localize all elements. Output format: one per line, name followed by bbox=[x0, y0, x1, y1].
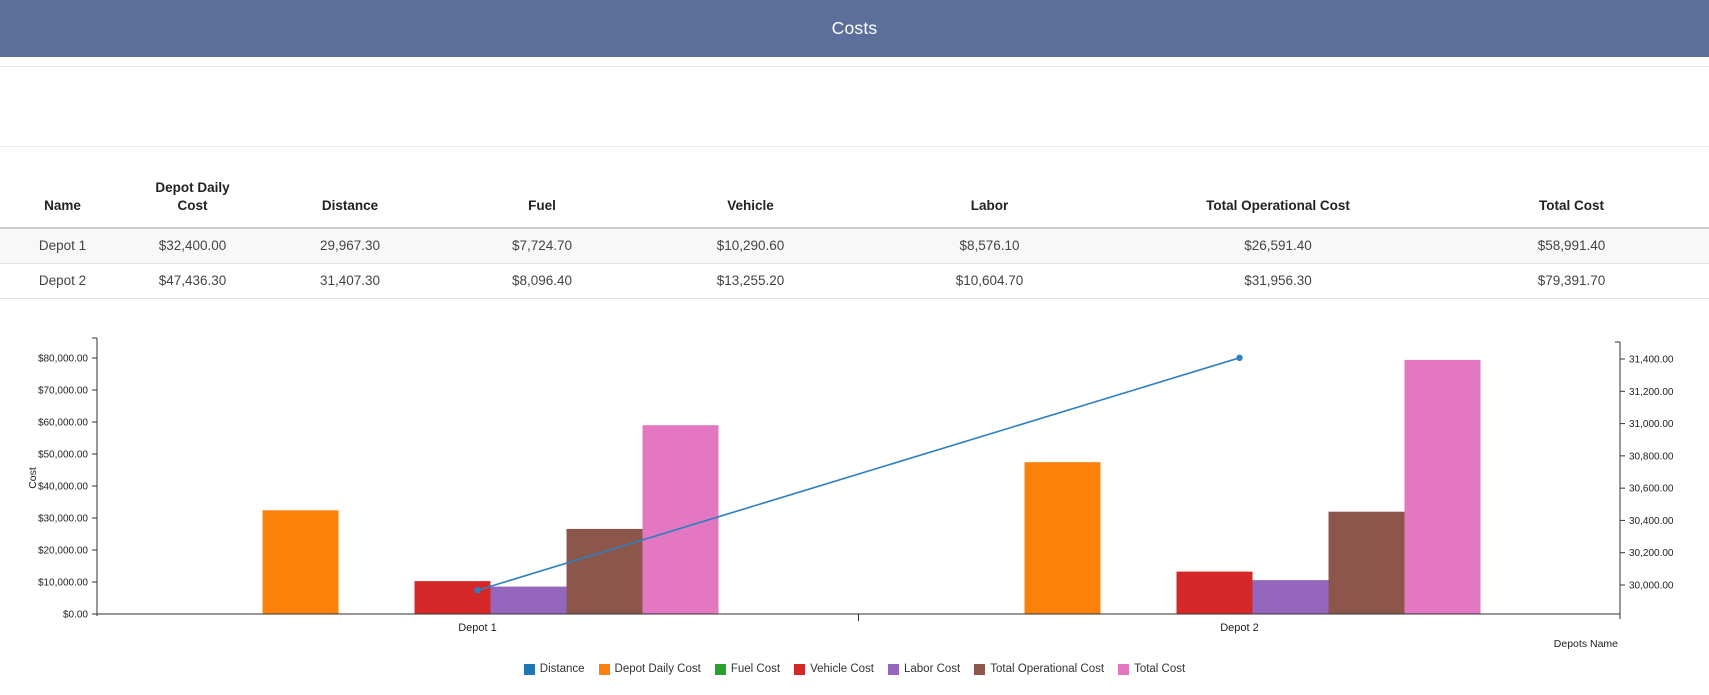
chart-canvas: $0.00 $10,000.00 $20,000.00 $30,000.00 $40,0… bbox=[27, 337, 1674, 650]
divider bbox=[0, 66, 1709, 67]
y-axis-title: Cost bbox=[27, 467, 39, 489]
bar-labor-cost-depot-1 bbox=[490, 586, 567, 614]
legend-item-depot-daily-cost: Depot Daily Cost bbox=[598, 663, 701, 675]
cell-total-operational-cost: $26,591.40 bbox=[1122, 228, 1434, 264]
col-header-total-cost: Total Cost bbox=[1434, 147, 1709, 229]
cell-depot-daily-cost: $32,400.00 bbox=[125, 228, 260, 264]
right-axis-tick-label: 31,400.00 bbox=[1629, 355, 1674, 366]
app-header: Costs bbox=[0, 0, 1709, 57]
bar-total-operational-cost-depot-2 bbox=[1328, 511, 1405, 614]
col-header-fuel: Fuel bbox=[440, 147, 644, 229]
legend-swatch-depot-daily-cost bbox=[598, 663, 610, 675]
col-header-labor: Labor bbox=[857, 147, 1122, 229]
costs-chart: $0.00 $10,000.00 $20,000.00 $30,000.00 $40,0… bbox=[0, 300, 1709, 656]
axes bbox=[92, 337, 1625, 621]
left-axis-tick-label: $80,000.00 bbox=[38, 354, 88, 365]
table-row-depot-2: Depot 2 $47,436.30 31,407.30 $8,096.40 $13,2… bbox=[0, 263, 1709, 299]
cell-labor: $8,576.10 bbox=[857, 228, 1122, 264]
table-header: Name Depot Daily Cost Distance Fuel Vehicle L… bbox=[0, 147, 1709, 229]
col-header-distance: Distance bbox=[260, 147, 440, 229]
legend-label: Distance bbox=[539, 663, 585, 675]
left-axis-tick-label: $70,000.00 bbox=[38, 386, 88, 397]
x-axis-title: Depots Name bbox=[1554, 638, 1618, 650]
bar-depot-daily-cost-depot-2 bbox=[1024, 462, 1101, 614]
right-axis-tick-label: 31,200.00 bbox=[1629, 387, 1674, 398]
left-axis-tick-label: $30,000.00 bbox=[38, 514, 88, 525]
cell-total-operational-cost: $31,956.30 bbox=[1122, 263, 1434, 299]
legend-label: Fuel Cost bbox=[730, 663, 781, 675]
legend-label: Depot Daily Cost bbox=[614, 663, 701, 675]
left-axis-tick-label: $10,000.00 bbox=[38, 578, 88, 589]
left-axis-tick-label: $60,000.00 bbox=[38, 418, 88, 429]
bar-labor-cost-depot-2 bbox=[1252, 580, 1329, 614]
legend-swatch-vehicle-cost bbox=[794, 663, 806, 675]
bar-depot-daily-cost-depot-1 bbox=[262, 510, 339, 614]
cell-vehicle: $10,290.60 bbox=[644, 228, 857, 264]
right-axis-tick-label: 30,400.00 bbox=[1629, 516, 1674, 527]
table-body: Depot 1 $32,400.00 29,967.30 $7,724.70 $10,2… bbox=[0, 228, 1709, 299]
chart-legend: Distance Depot Daily Cost Fuel Cost Vehicle… bbox=[0, 659, 1709, 679]
bar-total-cost-depot-1 bbox=[642, 425, 719, 614]
legend-swatch-labor-cost bbox=[888, 663, 899, 675]
bar-total-cost-depot-2 bbox=[1404, 359, 1481, 614]
cell-fuel: $8,096.40 bbox=[440, 263, 644, 299]
x-tick-label-depot-1: Depot 1 bbox=[458, 622, 497, 634]
cell-depot-daily-cost: $47,436.30 bbox=[125, 263, 260, 299]
distance-point-depot-1 bbox=[474, 587, 481, 594]
cell-fuel: $7,724.70 bbox=[440, 228, 644, 264]
col-header-depot-daily-cost: Depot Daily Cost bbox=[125, 147, 260, 229]
right-axis-tick-label: 31,000.00 bbox=[1629, 419, 1674, 430]
table-row-depot-1: Depot 1 $32,400.00 29,967.30 $7,724.70 $10,2… bbox=[0, 228, 1709, 264]
right-axis-tick-label: 30,600.00 bbox=[1629, 484, 1674, 495]
left-axis-tick-label: $50,000.00 bbox=[38, 450, 88, 461]
right-axis-tick-label: 30,800.00 bbox=[1629, 451, 1674, 462]
col-header-name: Name bbox=[0, 147, 125, 229]
legend-item-total-cost: Total Cost bbox=[1118, 663, 1185, 675]
legend-item-fuel-cost: Fuel Cost bbox=[714, 663, 781, 675]
legend-swatch-total-cost bbox=[1118, 663, 1130, 675]
left-axis-tick-label: $0.00 bbox=[63, 610, 88, 621]
cell-total-cost: $79,391.70 bbox=[1434, 263, 1709, 299]
cell-vehicle: $13,255.20 bbox=[644, 263, 857, 299]
bar-vehicle-cost-depot-2 bbox=[1176, 571, 1253, 614]
legend-swatch-fuel-cost bbox=[714, 663, 726, 675]
x-tick-label-depot-2: Depot 2 bbox=[1220, 622, 1259, 634]
legend-item-labor-cost: Labor Cost bbox=[888, 663, 960, 675]
cell-labor: $10,604.70 bbox=[857, 263, 1122, 299]
costs-table-container: Name Depot Daily Cost Distance Fuel Vehicle L… bbox=[0, 146, 1709, 299]
right-axis-tick-label: 30,000.00 bbox=[1629, 581, 1674, 592]
cell-distance: 29,967.30 bbox=[260, 228, 440, 264]
left-axis-tick-label: $40,000.00 bbox=[38, 482, 88, 493]
legend-swatch-distance bbox=[523, 663, 535, 675]
legend-label: Total Operational Cost bbox=[990, 663, 1105, 675]
legend-item-distance: Distance bbox=[523, 663, 585, 675]
distance-line bbox=[477, 357, 1240, 592]
legend-label: Labor Cost bbox=[904, 663, 961, 675]
legend-label: Total Cost bbox=[1134, 663, 1186, 675]
col-header-total-operational-cost: Total Operational Cost bbox=[1122, 147, 1434, 229]
cell-name: Depot 2 bbox=[0, 263, 125, 299]
bar-total-operational-cost-depot-1 bbox=[566, 528, 643, 614]
legend-swatch-total-operational-cost bbox=[974, 663, 986, 675]
left-axis-tick-label: $20,000.00 bbox=[38, 546, 88, 557]
legend-item-total-operational-cost: Total Operational Cost bbox=[974, 663, 1104, 675]
cell-total-cost: $58,991.40 bbox=[1434, 228, 1709, 264]
right-axis-tick-label: 30,200.00 bbox=[1629, 548, 1674, 559]
cell-distance: 31,407.30 bbox=[260, 263, 440, 299]
page-title: Costs bbox=[831, 18, 878, 38]
cell-name: Depot 1 bbox=[0, 228, 125, 264]
legend-item-vehicle-cost: Vehicle Cost bbox=[794, 663, 874, 675]
distance-point-depot-2 bbox=[1236, 354, 1243, 361]
col-header-vehicle: Vehicle bbox=[644, 147, 857, 229]
legend-label: Vehicle Cost bbox=[810, 663, 874, 675]
costs-table: Name Depot Daily Cost Distance Fuel Vehicle L… bbox=[0, 147, 1709, 299]
bar-vehicle-cost-depot-1 bbox=[414, 581, 491, 614]
